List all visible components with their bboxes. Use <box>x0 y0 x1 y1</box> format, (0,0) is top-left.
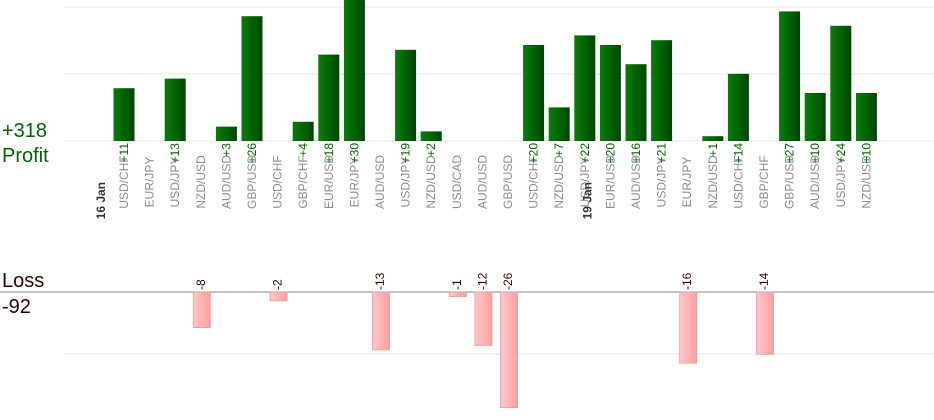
loss-bar <box>448 291 467 297</box>
loss-value-label: -14 <box>757 272 771 290</box>
pair-label: EUR/USD <box>322 155 336 209</box>
loss-value-label: -8 <box>194 279 208 290</box>
pair-label: AUD/USD <box>629 155 643 209</box>
pair-label: USD/CHF <box>731 155 745 208</box>
loss-value-label: -13 <box>373 272 387 290</box>
profit-bar <box>523 45 545 141</box>
profit-value-label: +3 <box>219 143 233 157</box>
profit-value-label: +7 <box>552 143 566 157</box>
pair-label: USD/JPY <box>399 157 413 208</box>
profit-bar <box>625 64 647 141</box>
profit-value-label: +30 <box>347 143 361 164</box>
profit-value-label: +19 <box>399 143 413 164</box>
profit-bar <box>727 73 749 141</box>
pair-label: GBP/CHF <box>296 155 310 208</box>
profit-bar <box>855 93 877 141</box>
profit-label: Profit <box>2 145 49 167</box>
pair-label: NZD/USD <box>194 155 208 209</box>
profit-value-label: +10 <box>859 143 873 164</box>
loss-value-label: -2 <box>271 279 285 290</box>
profit-bar <box>830 25 852 141</box>
profit-value-label: +21 <box>655 143 669 164</box>
profit-value-label: +4 <box>296 143 310 157</box>
loss-total: -92 <box>2 296 31 318</box>
pair-label: AUD/USD <box>475 155 489 209</box>
loss-bar <box>192 291 211 328</box>
profit-bar <box>241 16 263 142</box>
pair-label: EUR/JPY <box>680 157 694 208</box>
profit-bar <box>215 126 237 141</box>
profit-bar <box>548 107 570 141</box>
profit-value-label: +2 <box>424 143 438 157</box>
profit-bar <box>804 93 826 141</box>
loss-bar <box>679 291 698 364</box>
date-label: 19 Jan <box>580 182 594 219</box>
profit-value-label: +20 <box>527 143 541 164</box>
profit-value-label: +20 <box>603 143 617 164</box>
profit-bar <box>651 40 673 142</box>
profit-value-label: +16 <box>629 143 643 164</box>
profit-bar <box>574 35 596 141</box>
profit-value-label: +13 <box>168 143 182 164</box>
profit-value-label: +24 <box>834 143 848 164</box>
loss-bar <box>756 291 774 355</box>
profit-value-label: +1 <box>706 143 720 157</box>
profit-bar <box>702 136 724 141</box>
pair-label: EUR/USD <box>603 155 617 209</box>
profit-bar <box>164 78 186 141</box>
loss-value-label: -1 <box>450 279 464 290</box>
loss-value-label: -12 <box>475 272 489 290</box>
loss-bar <box>500 291 518 409</box>
loss-label: Loss <box>2 270 45 292</box>
pair-label: USD/JPY <box>168 157 182 208</box>
pair-label: EUR/JPY <box>347 157 361 208</box>
pair-label: USD/JPY <box>655 157 669 208</box>
loss-value-label: -26 <box>501 272 515 290</box>
profit-bar <box>395 49 417 141</box>
profit-value-label: +10 <box>808 143 822 164</box>
pair-label: EUR/JPY <box>143 157 157 208</box>
profit-bar <box>318 54 340 141</box>
loss-bar <box>372 291 390 351</box>
pair-label: USD/CHF <box>527 155 541 208</box>
pair-label: AUD/USD <box>219 155 233 209</box>
pair-label: AUD/USD <box>808 155 822 209</box>
pair-label: GBP/USD <box>783 155 797 209</box>
pair-label: NZD/USD <box>859 155 873 209</box>
profit-total: +318 <box>2 120 48 142</box>
pair-label: GBP/USD <box>501 155 515 209</box>
profit-value-label: +18 <box>322 143 336 164</box>
loss-value-label: -16 <box>680 272 694 290</box>
pair-label: USD/JPY <box>578 157 592 208</box>
pair-label: AUD/USD <box>373 155 387 209</box>
pair-label: NZD/USD <box>424 155 438 209</box>
profit-bar <box>292 121 314 141</box>
pair-label: NZD/USD <box>552 155 566 209</box>
profit-bar <box>779 11 801 142</box>
pair-label: NZD/USD <box>706 155 720 209</box>
profit-value-label: +22 <box>578 143 592 164</box>
date-label: 16 Jan <box>94 182 108 219</box>
profit-bar <box>343 0 365 141</box>
pair-label: USD/CHF <box>117 155 131 208</box>
profit-value-label: +26 <box>245 143 259 164</box>
pair-label: GBP/USD <box>245 155 259 209</box>
profit-bar <box>420 131 442 141</box>
pair-label: GBP/CHF <box>757 155 771 208</box>
profit-value-label: +11 <box>117 143 131 163</box>
loss-bar <box>269 291 288 302</box>
pair-label: USD/CAD <box>450 155 464 209</box>
profit-bar <box>599 45 621 141</box>
loss-bar <box>474 291 493 346</box>
profit-bar <box>113 88 135 141</box>
profit-value-label: +14 <box>731 143 745 164</box>
pair-label: USD/JPY <box>834 157 848 208</box>
profit-value-label: +27 <box>783 143 797 164</box>
pair-label: USD/CHF <box>271 155 285 208</box>
